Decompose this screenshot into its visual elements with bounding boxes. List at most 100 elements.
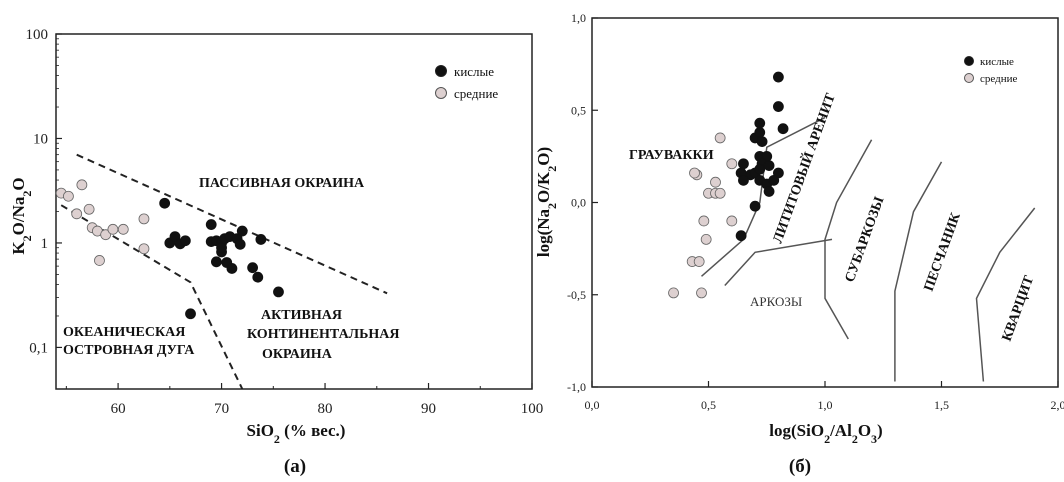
chart-a-xtick-label: 90: [421, 401, 436, 417]
chart-a-point-acid: [234, 238, 246, 250]
field-sandstone: ПЕСЧАНИК: [922, 210, 965, 293]
chart-a-point-acid: [226, 263, 238, 274]
field-island-arc-1: ОКЕАНИЧЕСКАЯ: [63, 325, 185, 340]
chart-b-point-intermediate: [710, 176, 721, 188]
chart-a-point-intermediate: [76, 179, 88, 191]
chart-a: 60 70 80 90 100 0,1 1 10 100 SiO2 (% вес.) K2O/N…: [9, 27, 543, 477]
chart-b-ytick-label: -1,0: [567, 380, 586, 394]
field-active-margin-2: КОНТИНЕНТАЛЬНАЯ: [247, 327, 399, 342]
chart-a-point-intermediate: [107, 223, 119, 235]
chart-b-xtick-label: 1,5: [934, 398, 949, 412]
chart-b-boundary-line: [701, 116, 826, 277]
chart-a-point-intermediate: [71, 208, 83, 220]
chart-a-xtick-label: 70: [214, 401, 229, 417]
chart-a-point-intermediate: [138, 243, 150, 255]
legend-b-swatch-acid: [964, 56, 974, 66]
chart-a-xlabel: SiO2 (% вес.): [247, 421, 346, 446]
field-quartzite: КВАРЦИТ: [1000, 273, 1038, 343]
chart-b-point-intermediate: [714, 132, 726, 144]
field-passive-margin: ПАССИВНАЯ ОКРАИНА: [199, 176, 365, 191]
chart-b-point-intermediate: [696, 287, 707, 299]
field-subarkose: СУБАРКОЗЫ: [843, 195, 888, 285]
chart-b-boundary-line: [824, 139, 873, 340]
chart-b-ytick-label: 1,0: [571, 11, 586, 25]
chart-a-point-acid: [205, 219, 217, 230]
chart-b-ytick-label: -0,5: [567, 288, 586, 302]
chart-a-xtick-label: 80: [318, 401, 333, 417]
chart-b-point-intermediate: [726, 215, 738, 227]
chart-a-boundary-line: [76, 153, 388, 295]
chart-a-point-intermediate: [117, 223, 129, 235]
field-greywacke: ГРАУВАККИ: [629, 148, 714, 163]
chart-a-point-intermediate: [83, 203, 95, 215]
chart-a-point-intermediate: [100, 229, 112, 241]
chart-a-point-acid: [179, 235, 191, 247]
chart-b-point-acid: [754, 117, 766, 129]
chart-b-point-acid: [777, 123, 789, 135]
chart-b-point-acid: [754, 163, 766, 175]
chart-b-point-intermediate: [700, 233, 712, 245]
legend-a-acid: кислые: [454, 64, 494, 79]
legend-b-intermediate: средние: [980, 73, 1017, 85]
chart-b-point-intermediate: [714, 187, 726, 199]
chart-a-ticks: 60 70 80 90 100 0,1 1 10 100: [26, 27, 544, 417]
chart-b-point-intermediate: [698, 215, 710, 227]
chart-b-point-acid: [738, 158, 749, 170]
chart-b-ytick-label: 0,5: [571, 103, 586, 117]
chart-a-ylabel: K2O/Na2O: [9, 177, 34, 254]
chart-b-points: [668, 71, 789, 299]
chart-b: 0,0 0,5 1,0 1,5 2,0 -1,0 -0,5 0,0 0,5 1,0 log(SiO…: [534, 11, 1064, 477]
chart-a-ytick-label: 0,1: [29, 340, 48, 356]
chart-b-boundary-line: [894, 161, 943, 382]
chart-b-xtick-label: 0,5: [701, 398, 716, 412]
chart-b-point-acid: [768, 174, 780, 186]
chart-a-point-acid: [169, 231, 181, 243]
chart-b-point-intermediate: [689, 167, 700, 179]
chart-b-ylabel: log(Na2O/K2O): [534, 147, 559, 257]
legend-b-swatch-intermediate: [964, 73, 974, 83]
chart-b-point-acid: [773, 101, 784, 112]
chart-a-point-acid: [210, 256, 222, 268]
chart-a-point-acid: [247, 262, 259, 274]
chart-a-ytick-label: 10: [33, 131, 48, 147]
chart-a-point-intermediate: [138, 213, 150, 225]
chart-b-point-acid: [763, 186, 775, 197]
chart-b-point-acid: [749, 200, 761, 212]
chart-a-points: [55, 179, 284, 320]
chart-a-point-intermediate: [94, 255, 105, 266]
chart-b-ytick-label: 0,0: [571, 196, 586, 210]
chart-b-xlabel: log(SiO2/Al2O3): [769, 421, 882, 446]
chart-b-point-intermediate: [726, 158, 738, 170]
chart-b-xtick-label: 0,0: [585, 398, 600, 412]
chart-b-boundary-line: [975, 207, 1036, 382]
chart-b-xtick-label: 2,0: [1051, 398, 1064, 412]
chart-b-point-acid: [763, 160, 775, 172]
chart-b-point-intermediate: [693, 256, 705, 267]
chart-a-legend: кислые средние: [435, 64, 498, 101]
chart-b-point-acid: [735, 230, 747, 242]
panel-a-caption: (а): [284, 456, 306, 477]
chart-b-point-acid: [756, 136, 768, 148]
chart-a-point-acid: [159, 197, 171, 209]
chart-b-point-acid: [738, 174, 749, 186]
chart-b-point-acid: [773, 71, 784, 83]
chart-a-point-intermediate: [63, 190, 74, 202]
chart-b-xtick-label: 1,0: [818, 398, 833, 412]
chart-a-point-acid: [252, 271, 264, 283]
chart-a-point-acid: [236, 225, 248, 237]
chart-b-point-intermediate: [668, 287, 679, 299]
field-arkose: АРКОЗЫ: [750, 294, 802, 309]
legend-a-swatch-acid: [435, 65, 447, 77]
chart-a-ytick-label: 100: [26, 27, 49, 43]
chart-b-ticks: 0,0 0,5 1,0 1,5 2,0 -1,0 -0,5 0,0 0,5 1,0: [567, 11, 1064, 412]
chart-b-legend: кислые средние: [964, 56, 1017, 85]
legend-b-acid: кислые: [980, 56, 1014, 68]
field-island-arc-2: ОСТРОВНАЯ ДУГА: [63, 343, 195, 358]
chart-a-point-acid: [273, 286, 284, 298]
panel-b-caption: (б): [789, 456, 811, 477]
chart-a-xtick-label: 100: [521, 401, 544, 417]
chart-a-point-acid: [216, 242, 227, 254]
field-active-margin-1: АКТИВНАЯ: [261, 308, 342, 323]
chart-b-boundary-line: [724, 238, 833, 287]
